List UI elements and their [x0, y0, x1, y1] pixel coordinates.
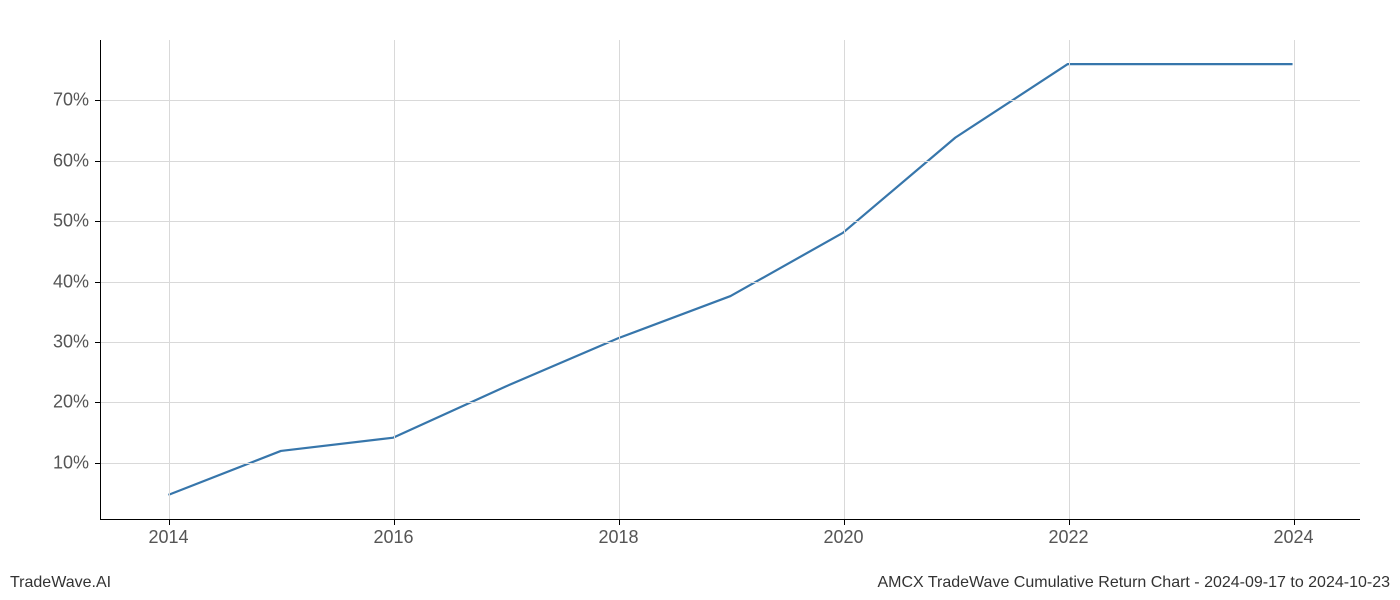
x-tick-label: 2022 — [1048, 519, 1088, 548]
grid-line-horizontal — [101, 282, 1360, 283]
y-tick-label: 50% — [53, 211, 101, 232]
grid-line-horizontal — [101, 161, 1360, 162]
x-tick-label: 2020 — [823, 519, 863, 548]
grid-line-horizontal — [101, 402, 1360, 403]
x-tick-label: 2018 — [598, 519, 638, 548]
cumulative-return-line — [168, 64, 1292, 495]
y-tick-label: 30% — [53, 331, 101, 352]
footer-right-label: AMCX TradeWave Cumulative Return Chart -… — [877, 574, 1390, 592]
grid-line-horizontal — [101, 342, 1360, 343]
y-tick-label: 20% — [53, 392, 101, 413]
grid-line-horizontal — [101, 100, 1360, 101]
y-tick-label: 70% — [53, 90, 101, 111]
x-tick-label: 2016 — [373, 519, 413, 548]
x-tick-label: 2024 — [1273, 519, 1313, 548]
data-line — [101, 40, 1360, 519]
y-tick-label: 40% — [53, 271, 101, 292]
plot-frame: 20142016201820202022202410%20%30%40%50%6… — [100, 40, 1360, 520]
chart-plot-area: 20142016201820202022202410%20%30%40%50%6… — [100, 40, 1360, 520]
grid-line-horizontal — [101, 221, 1360, 222]
grid-line-vertical — [619, 40, 620, 519]
grid-line-vertical — [394, 40, 395, 519]
y-tick-label: 60% — [53, 150, 101, 171]
footer-left-label: TradeWave.AI — [10, 574, 111, 592]
y-tick-label: 10% — [53, 452, 101, 473]
grid-line-horizontal — [101, 463, 1360, 464]
x-tick-label: 2014 — [148, 519, 188, 548]
grid-line-vertical — [844, 40, 845, 519]
grid-line-vertical — [1294, 40, 1295, 519]
grid-line-vertical — [1069, 40, 1070, 519]
grid-line-vertical — [169, 40, 170, 519]
